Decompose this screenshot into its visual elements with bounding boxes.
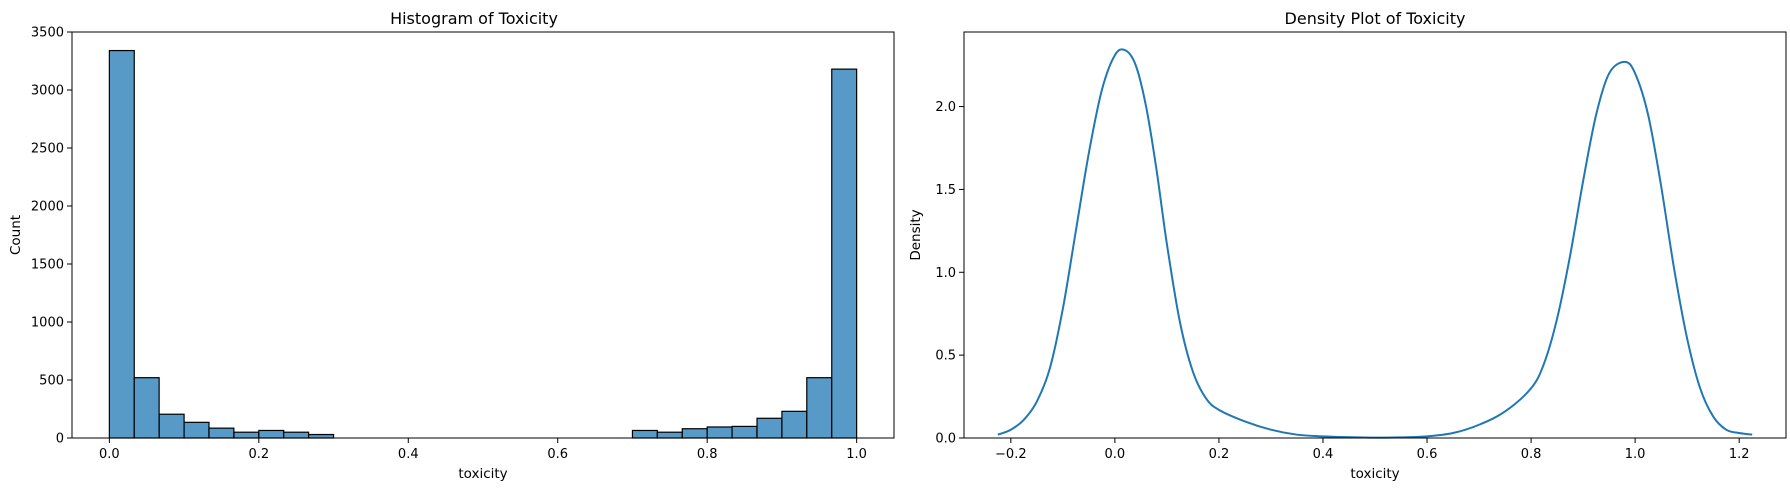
density-x-ticks: −0.2 0.0 0.2 0.4 0.6 0.8 1.0 1.2 (995, 438, 1750, 462)
density-y-tick-label: 1.5 (935, 183, 956, 198)
density-x-tick-label: 1.0 (1625, 447, 1646, 462)
histogram-x-tick-label: 0.0 (99, 447, 120, 462)
density-x-tick-label: 0.2 (1209, 447, 1230, 462)
histogram-y-tick-label: 500 (39, 374, 64, 389)
histogram-y-tick-label: 0 (56, 432, 64, 447)
histogram-y-label: Count (8, 215, 24, 255)
histogram-bar (731, 425, 758, 439)
histogram-bar (308, 433, 335, 439)
density-y-ticks: 0.0 0.5 1.0 1.5 2.0 (935, 100, 964, 447)
density-axes-frame (963, 31, 1787, 439)
histogram-axes-frame (71, 31, 895, 439)
histogram-y-tick-label: 3500 (31, 26, 64, 41)
density-y-tick-label: 1.0 (935, 266, 956, 281)
histogram-bar (258, 429, 285, 439)
histogram-y-tick-label: 1500 (31, 258, 64, 273)
histogram-bar (706, 426, 733, 439)
density-y-tick-label: 0.0 (935, 432, 956, 447)
density-x-tick-label: 0.8 (1521, 447, 1542, 462)
histogram-bar (756, 417, 783, 439)
histogram-bar (681, 428, 708, 439)
density-x-tick-label: 0.4 (1313, 447, 1334, 462)
histogram-x-label: toxicity (458, 466, 507, 482)
density-y-tick-label: 0.5 (935, 349, 956, 364)
histogram-bar (158, 413, 185, 439)
histogram-bar (283, 431, 310, 439)
histogram-x-tick-label: 0.8 (697, 447, 718, 462)
histogram-bar (183, 421, 210, 439)
histogram-bar (781, 410, 808, 439)
histogram-x-tick-label: 0.2 (248, 447, 269, 462)
histogram-bar (806, 377, 833, 439)
histogram-x-tick-label: 1.0 (846, 447, 867, 462)
histogram-x-ticks: 0.0 0.2 0.4 0.6 0.8 1.0 (99, 438, 867, 462)
density-x-tick-label: 1.2 (1729, 447, 1750, 462)
density-title: Density Plot of Toxicity (1285, 9, 1466, 28)
histogram-x-tick-label: 0.6 (547, 447, 568, 462)
histogram-x-tick-label: 0.4 (398, 447, 419, 462)
density-x-tick-label: 0.6 (1417, 447, 1438, 462)
density-x-tick-label: −0.2 (995, 447, 1027, 462)
histogram-y-tick-label: 2000 (31, 200, 64, 215)
histogram-y-tick-label: 3000 (31, 84, 64, 99)
histogram-bar (133, 377, 160, 439)
density-x-label: toxicity (1350, 466, 1399, 482)
histogram-title: Histogram of Toxicity (390, 9, 558, 28)
histogram-y-ticks: 0 500 1000 1500 2000 2500 3000 3500 (31, 26, 72, 447)
histogram-bar (108, 49, 135, 439)
histogram-bar (208, 427, 235, 439)
histogram-y-tick-label: 2500 (31, 142, 64, 157)
histogram-bar (631, 429, 658, 439)
histogram-panel: Histogram of Toxicity 0.0 0.2 0.4 0.6 0.8 1.0… (8, 9, 895, 482)
histogram-bars (108, 49, 858, 439)
histogram-bar (233, 431, 260, 439)
histogram-bar (831, 68, 858, 439)
density-panel: Density Plot of Toxicity −0.2 0.0 0.2 0.4 0.… (908, 9, 1787, 482)
density-y-tick-label: 2.0 (935, 100, 956, 115)
histogram-bar (656, 431, 683, 439)
histogram-y-tick-label: 1000 (31, 316, 64, 331)
density-y-label: Density (908, 209, 924, 260)
density-x-tick-label: 0.0 (1105, 447, 1126, 462)
